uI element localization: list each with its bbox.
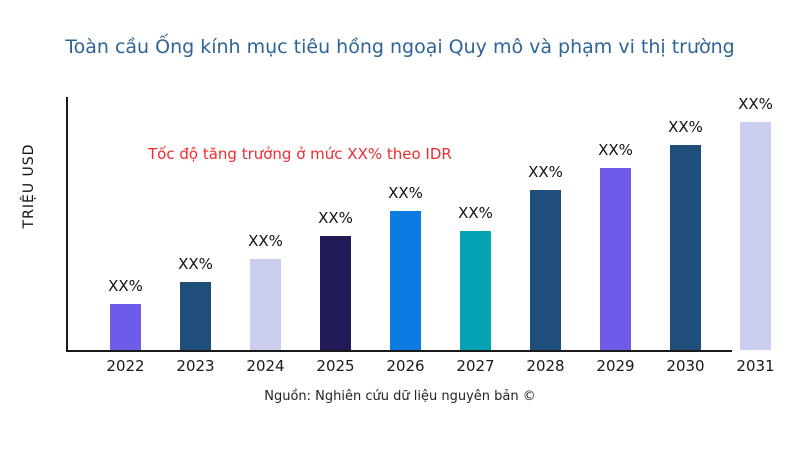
bar-2028 (530, 190, 561, 350)
growth-rate-annotation: Tốc độ tăng trưởng ở mức XX% theo IDR (148, 145, 452, 163)
x-tick-2031: 2031 (736, 357, 775, 375)
bar-value-label-2023: XX% (178, 255, 213, 273)
bar-value-label-2031: XX% (738, 95, 773, 113)
bar-2025 (320, 236, 351, 350)
bar-2026 (390, 211, 421, 350)
bar-value-label-2029: XX% (598, 141, 633, 159)
bar-value-label-2027: XX% (458, 204, 493, 222)
bar-2027 (460, 231, 491, 350)
source-note: Nguồn: Nghiên cứu dữ liệu nguyên bản © (264, 389, 536, 404)
chart-title: Toàn cầu Ống kính mục tiêu hồng ngoại Qu… (65, 36, 735, 58)
bar-value-label-2026: XX% (388, 184, 423, 202)
x-tick-2029: 2029 (596, 357, 635, 375)
x-tick-2026: 2026 (386, 357, 425, 375)
bar-value-label-2028: XX% (528, 163, 563, 181)
bar-value-label-2025: XX% (318, 209, 353, 227)
x-axis-line (66, 350, 732, 352)
bar-2031 (740, 122, 771, 350)
bar-value-label-2022: XX% (108, 277, 143, 295)
x-tick-2022: 2022 (106, 357, 145, 375)
x-tick-2028: 2028 (526, 357, 565, 375)
bar-2030 (670, 145, 701, 350)
bar-2029 (600, 168, 631, 350)
x-tick-2024: 2024 (246, 357, 285, 375)
bar-2023 (180, 282, 211, 350)
bar-2024 (250, 259, 281, 350)
bar-value-label-2030: XX% (668, 118, 703, 136)
bar-value-label-2024: XX% (248, 232, 283, 250)
y-axis-line (66, 97, 68, 352)
x-tick-2025: 2025 (316, 357, 355, 375)
x-tick-2023: 2023 (176, 357, 215, 375)
x-tick-2027: 2027 (456, 357, 495, 375)
bar-2022 (110, 304, 141, 350)
x-tick-2030: 2030 (666, 357, 705, 375)
